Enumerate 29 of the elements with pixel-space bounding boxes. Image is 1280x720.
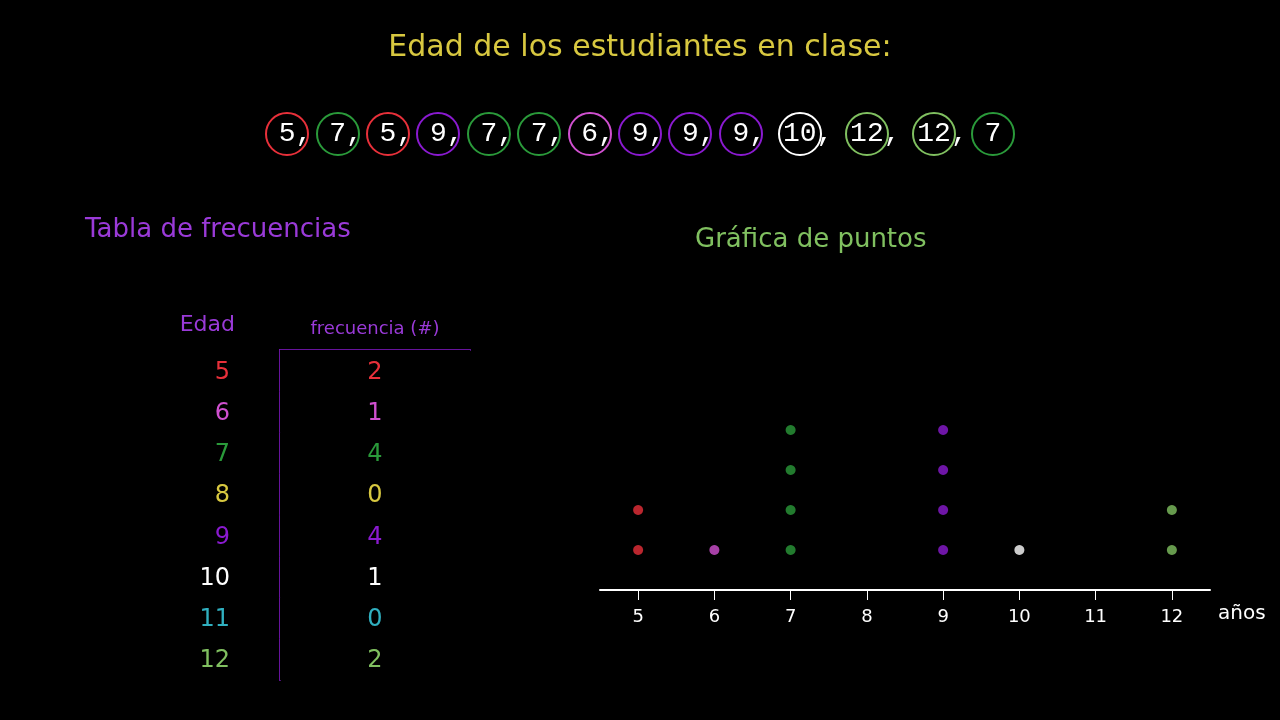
data-label: 1 [367, 562, 383, 591]
chart-title: Gráfica de puntos [695, 223, 927, 253]
y-tick-label: 6 [214, 397, 230, 426]
data-label: 4 [367, 439, 383, 468]
data-label: 0 [367, 604, 383, 633]
x-tick-label: frecuencia (#) [310, 316, 440, 338]
data-label: 2 [367, 356, 383, 385]
x-axis-title: años [1218, 600, 1266, 624]
y-tick-label: 9 [214, 521, 230, 550]
x-tick-label: 6 [708, 604, 721, 626]
y-tick-label: 10 [199, 562, 230, 591]
y-tick-label: 7 [214, 439, 230, 468]
x-tick-label: 8 [861, 604, 873, 626]
x-tick-label: 5 [632, 604, 644, 626]
y-tick-label: 12 [199, 645, 230, 674]
data-label: 0 [367, 480, 383, 509]
y-axis-title: Edad [179, 310, 235, 336]
data-label: 1 [367, 397, 383, 426]
x-tick-label: 11 [1084, 604, 1108, 626]
x-tick-label: 10 [1007, 604, 1031, 626]
x-tick-label: 7 [784, 604, 797, 626]
text: Edad de los estudiantes en clase: [387, 28, 893, 63]
y-tick-label: 8 [214, 480, 230, 509]
y-tick-label: 5 [214, 356, 230, 385]
chart-title: Tabla de frecuencias [84, 213, 351, 243]
data-label: 2 [367, 645, 383, 674]
x-tick-label: 9 [937, 604, 949, 626]
x-tick-label: 12 [1160, 604, 1184, 626]
data-label: 4 [367, 521, 383, 550]
